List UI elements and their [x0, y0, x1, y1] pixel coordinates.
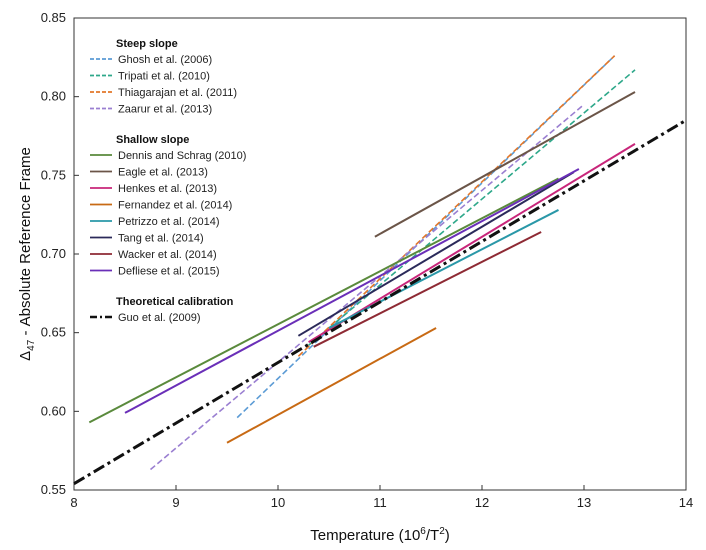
axis-ticks: 8 9 10 11 12 13 14 0.55 0.60 0.65 0.70 0.75 0.80 0.85	[41, 10, 694, 510]
x-tick-label: 11	[373, 495, 387, 510]
legend-entry-label: Tang et al. (2014)	[118, 233, 204, 245]
y-tick-label: 0.55	[41, 482, 66, 497]
legend: Steep slope Ghosh et al. (2006) Tripati et…	[90, 38, 246, 324]
x-tick-label: 8	[70, 495, 77, 510]
series-line-thiagarajan-et-al-2011	[297, 55, 616, 357]
y-tick-label: 0.85	[41, 10, 66, 25]
legend-entry-label: Dennis and Schrag (2010)	[118, 150, 246, 162]
legend-entry-label: Thiagarajan et al. (2011)	[118, 87, 237, 99]
series-line-henkes-et-al-2013	[308, 143, 636, 343]
legend-heading: Steep slope	[116, 38, 178, 50]
series-line-guo-et-al-2009	[73, 118, 687, 485]
legend-entry-label: Henkes et al. (2013)	[118, 183, 217, 195]
legend-heading: Shallow slope	[116, 134, 189, 146]
legend-entry-label: Eagle et al. (2013)	[118, 167, 208, 179]
legend-entry-label: Zaarur et al. (2013)	[118, 104, 212, 116]
x-tick-label: 12	[475, 495, 489, 510]
series-line-petrizzo-et-al-2014	[328, 209, 559, 329]
legend-entry-label: Defliese et al. (2015)	[118, 266, 220, 278]
series-line-eagle-et-al-2013	[374, 91, 636, 238]
x-tick-label: 13	[577, 495, 591, 510]
series-line-dennis-and-schrag-2010	[88, 177, 559, 424]
y-tick-label: 0.65	[41, 325, 66, 340]
plot-area-frame	[73, 17, 687, 491]
y-tick-label: 0.75	[41, 167, 66, 182]
y-tick-label: 0.80	[41, 89, 66, 104]
legend-entry-label: Ghosh et al. (2006)	[118, 54, 212, 66]
series-line-tang-et-al-2014	[297, 171, 575, 337]
series-line-tripati-et-al-2010	[308, 69, 636, 346]
x-axis-label: Temperature (106/T2)	[310, 526, 450, 544]
y-tick-label: 0.70	[41, 246, 66, 261]
x-tick-label: 9	[172, 495, 179, 510]
legend-entry-label: Fernandez et al. (2014)	[118, 200, 232, 212]
legend-heading: Theoretical calibration	[116, 296, 234, 308]
y-tick-label: 0.60	[41, 403, 66, 418]
series-line-fernandez-et-al-2014	[226, 327, 437, 444]
series-layer	[73, 55, 687, 485]
series-line-wacker-et-al-2014	[313, 231, 542, 348]
series-line-zaarur-et-al-2013	[149, 103, 585, 471]
x-tick-label: 10	[271, 495, 285, 510]
legend-entry-label: Petrizzo et al. (2014)	[118, 216, 220, 228]
y-axis-label: Δ47 - Absolute Reference Frame	[17, 147, 37, 361]
legend-entry-label: Tripati et al. (2010)	[118, 71, 210, 83]
x-tick-label: 14	[679, 495, 693, 510]
legend-entry-label: Guo et al. (2009)	[118, 312, 201, 324]
legend-entry-label: Wacker et al. (2014)	[118, 249, 217, 261]
series-line-defliese-et-al-2015	[124, 168, 580, 414]
